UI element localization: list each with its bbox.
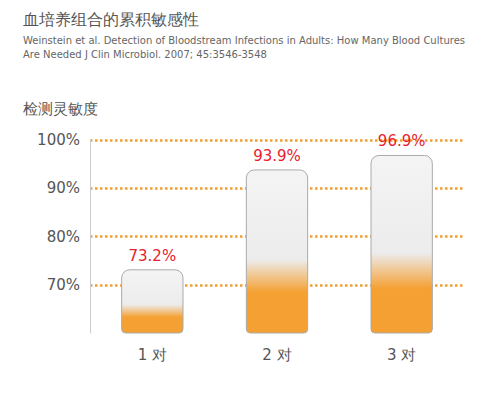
svg-text:100%: 100% xyxy=(37,131,80,149)
svg-text:检测灵敏度: 检测灵敏度 xyxy=(23,100,98,118)
svg-text:3 对: 3 对 xyxy=(387,346,416,364)
svg-text:96.9%: 96.9% xyxy=(378,132,426,150)
svg-text:90%: 90% xyxy=(47,179,80,197)
svg-text:Weinstein et al. Detection of: Weinstein et al. Detection of Bloodstrea… xyxy=(23,35,468,46)
svg-text:血培养组合的累积敏感性: 血培养组合的累积敏感性 xyxy=(23,10,199,29)
svg-text:Are Needed J Clin Microbiol. 2: Are Needed J Clin Microbiol. 2007; 45:35… xyxy=(23,49,267,60)
svg-text:73.2%: 73.2% xyxy=(129,247,177,265)
svg-text:70%: 70% xyxy=(47,276,80,294)
svg-text:80%: 80% xyxy=(47,228,80,246)
svg-text:93.9%: 93.9% xyxy=(253,147,301,165)
svg-text:1 对: 1 对 xyxy=(138,346,167,364)
svg-text:2 对: 2 对 xyxy=(262,346,291,364)
